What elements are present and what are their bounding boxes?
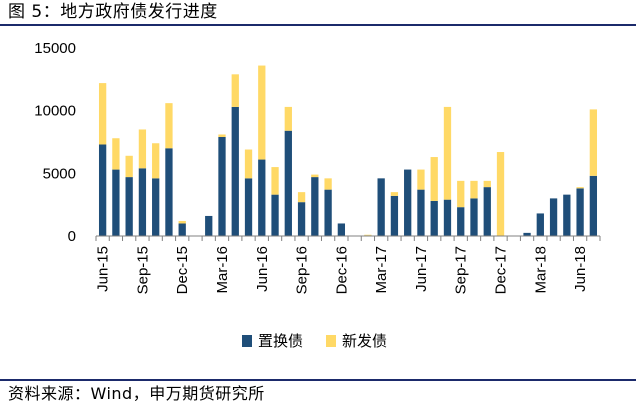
- bar-replacement-oct-17: [470, 198, 478, 236]
- stacked-bar-chart: 0 5000 10000 15000 Jun-15 Sep-15 Dec-15 Mar-16…: [34, 40, 601, 350]
- legend: 置换债 新发债: [242, 332, 387, 350]
- x-tick-label: Sep-17: [453, 246, 470, 294]
- bar-new-jun-18: [576, 187, 584, 189]
- x-tick-label: Dec-15: [174, 246, 191, 294]
- source-note: 资料来源：Wind，申万期货研究所: [8, 384, 265, 403]
- bar-new-jun-16: [258, 65, 266, 160]
- bar-new-aug-17: [443, 106, 452, 200]
- bar-replacement-aug-17: [443, 199, 452, 236]
- bar-new-sep-16: [297, 192, 306, 203]
- bar-new-dec-17: [496, 152, 505, 236]
- x-tick-label: Jun-15: [95, 246, 112, 292]
- bar-replacement-jun-15: [98, 144, 107, 236]
- bar-replacement-jun-16: [258, 159, 266, 236]
- bar-new-sep-15: [138, 129, 147, 169]
- bar-replacement-jun-17: [417, 189, 425, 236]
- title-rule: [0, 24, 636, 26]
- bar-replacement-dec-16: [337, 223, 346, 236]
- bar-new-nov-16: [324, 178, 332, 190]
- bar-new-aug-16: [284, 106, 292, 131]
- legend-swatch-replacement: [242, 335, 252, 347]
- bar-replacement-nov-17: [483, 187, 491, 236]
- y-tick-label: 10000: [34, 103, 76, 120]
- bar-new-jul-17: [430, 157, 438, 201]
- bar-new-jul-15: [112, 138, 120, 170]
- bar-replacement-sep-17: [457, 207, 465, 236]
- bar-new-nov-17: [483, 180, 491, 188]
- bar-new-jul-16: [271, 167, 279, 195]
- x-tick-label: Jun-17: [413, 246, 430, 292]
- bar-replacement-jul-18: [589, 175, 598, 236]
- bar-new-dec-15: [178, 220, 186, 224]
- x-tick-label: Sep-16: [294, 246, 311, 294]
- bar-new-mar-16: [218, 134, 226, 137]
- bar-new-sep-17: [457, 180, 465, 208]
- bar-new-feb-17: [364, 234, 372, 236]
- bar-new-oct-15: [152, 143, 160, 179]
- y-tick-label: 5000: [43, 165, 76, 182]
- x-tick-label: Dec-17: [493, 246, 510, 294]
- bar-new-may-16: [244, 149, 253, 179]
- bar-replacement-sep-16: [297, 202, 306, 236]
- legend-label-new: 新发债: [342, 332, 387, 350]
- bar-replacement-jun-18: [576, 188, 584, 236]
- bar-replacement-may-18: [563, 194, 571, 236]
- bar-new-oct-17: [470, 180, 478, 199]
- bar-replacement-apr-16: [231, 106, 239, 236]
- bar-new-jun-15: [98, 83, 107, 145]
- source-rule: [0, 379, 636, 381]
- bar-replacement-jul-17: [430, 200, 438, 236]
- x-axis: Jun-15 Sep-15 Dec-15 Mar-16 Jun-16 Sep-16 Dec-…: [95, 235, 601, 294]
- bar-replacement-aug-15: [125, 177, 133, 236]
- bar-replacement-mar-16: [218, 136, 226, 236]
- bar-new-jun-17: [417, 169, 425, 190]
- figure-title: 图 5：地方政府债发行进度: [8, 2, 218, 22]
- bar-replacement-may-16: [244, 178, 253, 236]
- x-tick-label: Mar-18: [532, 246, 549, 294]
- bar-replacement-apr-18: [549, 198, 558, 236]
- bar-new-aug-15: [125, 155, 133, 178]
- bar-replacement-mar-18: [536, 213, 544, 236]
- bar-replacement-feb-18: [523, 232, 531, 236]
- bar-replacement-nov-16: [324, 189, 332, 236]
- bar-replacement-jul-16: [271, 194, 279, 236]
- bar-replacement-oct-15: [152, 178, 160, 236]
- bar-new-apr-16: [231, 74, 239, 107]
- x-tick-label: Jun-16: [254, 246, 271, 292]
- bar-replacement-mar-17: [377, 178, 385, 236]
- x-tick-label: Jun-18: [572, 246, 589, 292]
- bar-new-oct-16: [311, 174, 319, 178]
- bar-replacement-aug-16: [284, 130, 292, 236]
- legend-swatch-new: [326, 335, 336, 347]
- x-tick-label: Mar-16: [214, 246, 231, 294]
- bar-replacement-apr-17: [390, 195, 399, 236]
- x-tick-label: Mar-17: [373, 246, 390, 294]
- bar-replacement-feb-16: [205, 215, 213, 236]
- bar-replacement-nov-15: [165, 148, 173, 236]
- y-tick-label: 0: [68, 228, 76, 245]
- bars: [98, 65, 598, 236]
- x-tick-label: Dec-16: [333, 246, 350, 294]
- y-axis: 0 5000 10000 15000: [34, 40, 76, 245]
- bar-new-jul-18: [589, 109, 598, 176]
- y-tick-label: 15000: [34, 40, 76, 57]
- bar-new-apr-17: [390, 192, 399, 196]
- bar-replacement-oct-16: [311, 177, 319, 236]
- x-tick-label: Sep-15: [134, 246, 151, 294]
- bar-replacement-jul-15: [112, 169, 120, 236]
- legend-label-replacement: 置换债: [258, 332, 303, 350]
- bar-replacement-dec-15: [178, 223, 186, 236]
- bar-new-nov-15: [165, 103, 173, 149]
- bar-replacement-may-17: [404, 169, 412, 236]
- bar-replacement-sep-15: [138, 168, 147, 236]
